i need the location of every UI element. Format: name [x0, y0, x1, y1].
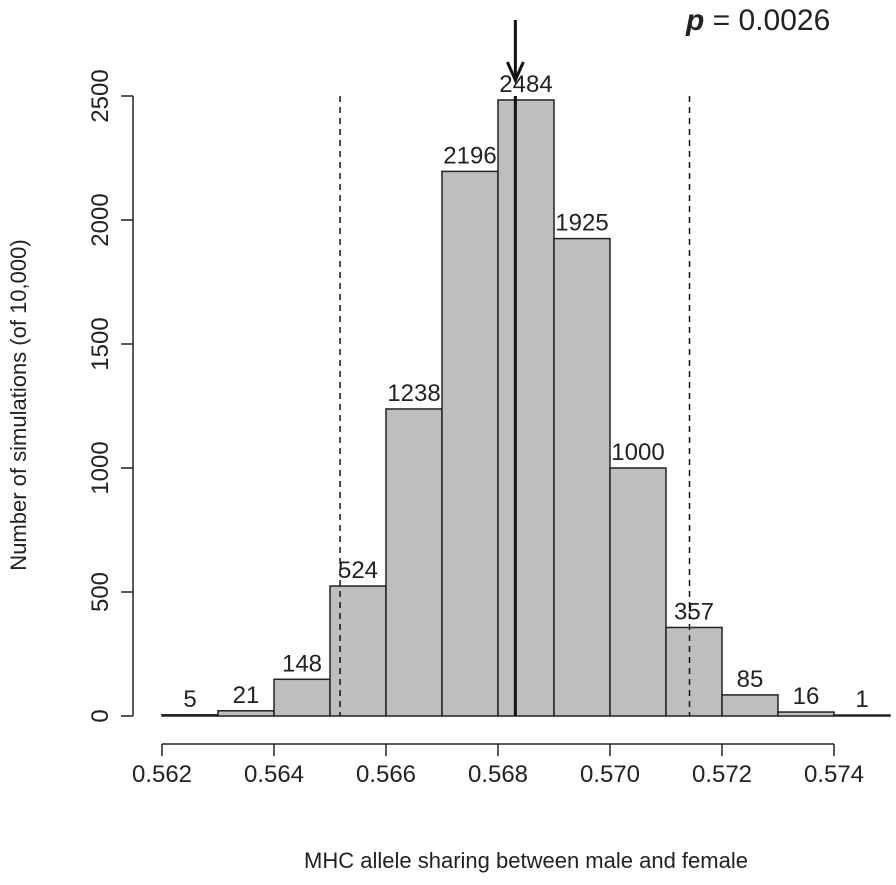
histogram-bar — [441, 170, 499, 717]
p-value-annotation: p = 0.0026 — [685, 4, 830, 37]
x-tick-label: 0.566 — [356, 761, 416, 788]
x-tick-label: 0.570 — [580, 761, 640, 788]
bar-value-label: 1925 — [555, 210, 608, 237]
reference-lines-group — [339, 20, 691, 716]
p-value-symbol: p — [685, 4, 704, 37]
y-tick-label: 1500 — [87, 317, 114, 370]
bar-value-label: 2196 — [443, 142, 496, 169]
bar-value-label: 1 — [855, 686, 868, 713]
bar-value-label: 1000 — [611, 439, 664, 466]
bars-group — [161, 99, 891, 717]
x-tick-label: 0.564 — [244, 761, 304, 788]
bar-labels-group: 5 21 148 524 1238 2196 2484 1925 1000 357 85 16 1 — [183, 71, 868, 713]
histogram-bar — [329, 585, 387, 717]
histogram-bar — [553, 237, 611, 717]
histogram-bar — [217, 710, 275, 717]
histogram-bar — [665, 626, 723, 717]
observed-arrow-head-icon — [505, 61, 525, 84]
bar-value-label: 148 — [282, 650, 322, 677]
bar-value-label: 21 — [233, 682, 260, 709]
histogram-bar — [609, 467, 667, 717]
bar-value-label: 85 — [737, 666, 764, 693]
bar-value-label: 16 — [793, 683, 820, 710]
y-tick-label: 1000 — [87, 441, 114, 494]
x-axis-title: MHC allele sharing between male and fema… — [304, 848, 748, 873]
y-axis-title: Number of simulations (of 10,000) — [6, 239, 31, 570]
histogram-bar — [833, 714, 891, 717]
p-value-text: = 0.0026 — [704, 4, 830, 37]
bar-value-label: 357 — [674, 598, 714, 625]
histogram-bar — [273, 678, 331, 717]
bar-value-label: 2484 — [499, 71, 552, 98]
histogram-bar — [161, 714, 219, 717]
x-tick-label: 0.574 — [804, 761, 864, 788]
y-tick-label: 0 — [87, 709, 114, 722]
bar-value-label: 524 — [338, 557, 378, 584]
bar-value-label: 5 — [183, 686, 196, 713]
histogram-bar — [721, 694, 779, 717]
y-tick-label: 2000 — [87, 193, 114, 246]
y-axis: 0 500 1000 1500 2000 2500 — [87, 69, 134, 723]
histogram-bar — [777, 711, 835, 717]
histogram-bar — [385, 408, 443, 717]
bar-value-label: 1238 — [387, 380, 440, 407]
y-tick-label: 2500 — [87, 69, 114, 122]
histogram-bar — [497, 99, 555, 717]
x-axis: 0.562 0.564 0.566 0.568 0.570 0.572 0.574 — [132, 743, 864, 788]
y-tick-label: 500 — [87, 572, 114, 612]
x-tick-label: 0.568 — [468, 761, 528, 788]
x-tick-label: 0.572 — [692, 761, 752, 788]
x-tick-label: 0.562 — [132, 761, 192, 788]
